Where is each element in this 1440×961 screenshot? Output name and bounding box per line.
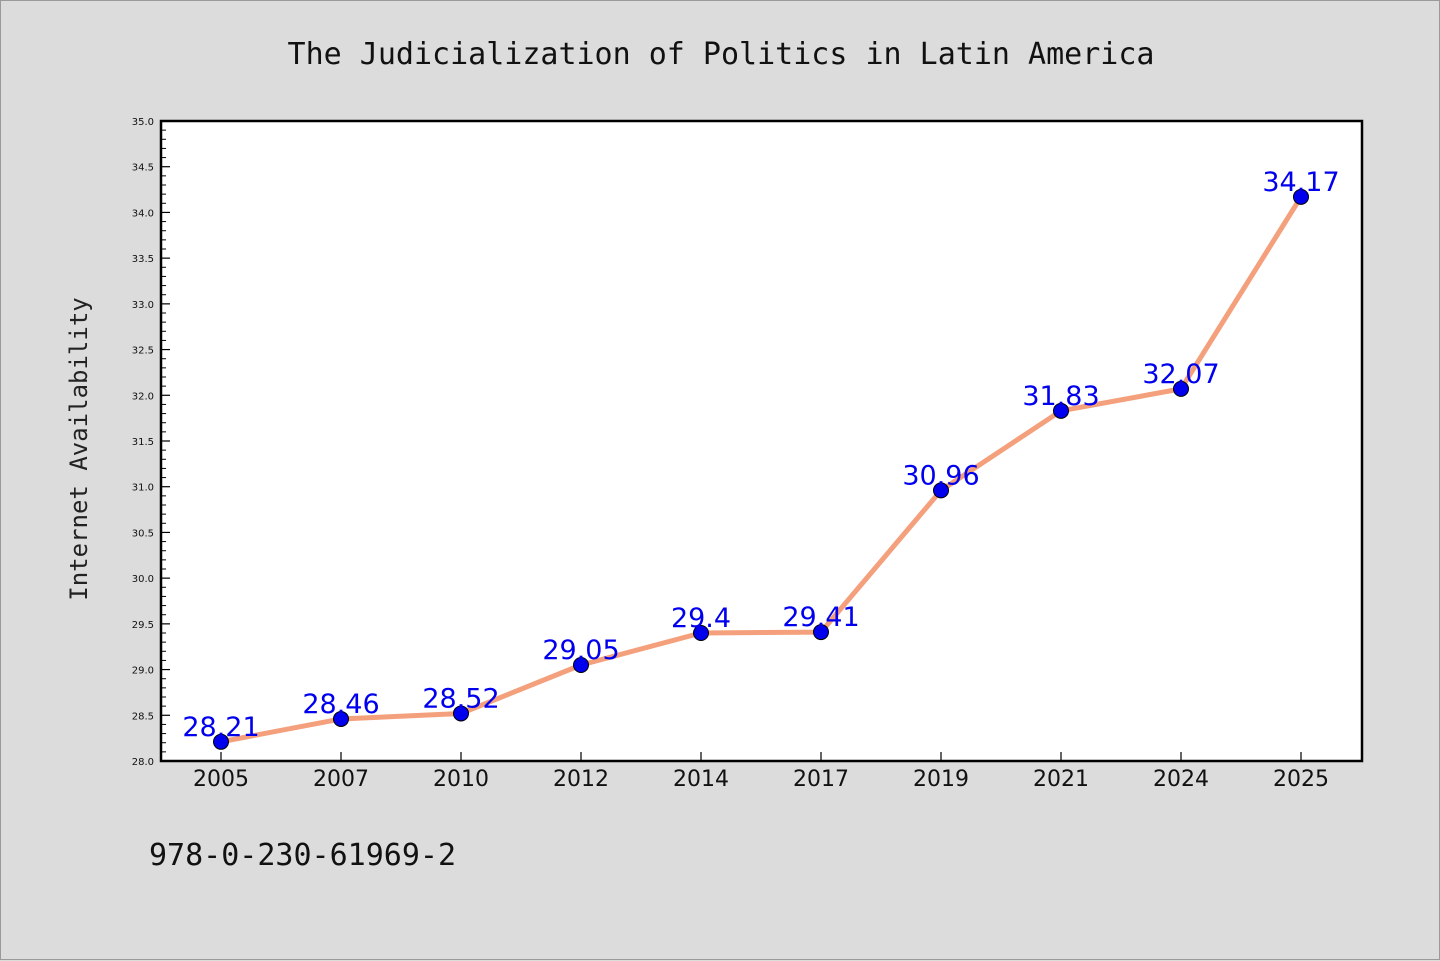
x-tick-label: 2014 [673, 767, 729, 792]
y-tick-label: 35.0 [132, 117, 154, 128]
y-tick-label: 34.0 [132, 208, 154, 219]
y-tick-label: 30.0 [132, 574, 154, 585]
data-label: 32.07 [1142, 359, 1219, 390]
data-point [693, 625, 709, 641]
footnote-text: 978-0-230-61969-2 [149, 838, 456, 873]
data-point [1173, 380, 1189, 397]
y-tick-label: 29.5 [132, 620, 154, 631]
data-point [1293, 188, 1309, 205]
data-label: 29.05 [542, 635, 619, 666]
y-tick-label: 33.5 [132, 254, 154, 265]
plot-area [161, 121, 1362, 761]
data-label: 34.17 [1262, 167, 1339, 198]
y-tick-label: 32.0 [132, 391, 154, 402]
x-tick-label: 2010 [433, 767, 489, 792]
y-axis-label: Internet Availability [65, 297, 93, 600]
data-label: 29.41 [782, 602, 859, 633]
chart-title: The Judicialization of Politics in Latin… [288, 37, 1155, 72]
data-point [573, 657, 589, 673]
x-tick-label: 2021 [1033, 767, 1089, 792]
data-labels: 28.21 28.46 28.52 29.05 29.4 29.41 30.96 31.83 3… [182, 167, 1339, 743]
series-line [218, 194, 1304, 745]
data-point [213, 733, 229, 750]
data-label: 28.52 [422, 683, 499, 714]
data-label: 31.83 [1022, 381, 1099, 412]
data-point [933, 482, 949, 499]
x-tick-label: 2019 [913, 767, 969, 792]
x-tick-label: 2005 [193, 767, 249, 792]
series-line-group [213, 188, 1309, 750]
x-tick-label: 2017 [793, 767, 849, 792]
x-tick-label: 2012 [553, 767, 609, 792]
x-axis: 2005 2007 2010 2012 2014 2017 2019 2021 2024 2025 [193, 752, 1329, 792]
y-tick-label: 28.5 [132, 711, 154, 722]
data-point [1053, 402, 1069, 419]
y-tick-label: 33.0 [132, 300, 154, 311]
y-axis: 28.0 28.5 29.0 29.5 30.0 30.5 31.0 31.5 32.0 32.5… [132, 117, 170, 768]
x-tick-label: 2025 [1273, 767, 1329, 792]
y-tick-label: 28.0 [132, 757, 154, 768]
y-tick-label: 31.0 [132, 483, 154, 494]
x-tick-label: 2024 [1153, 767, 1209, 792]
data-point [813, 624, 829, 641]
data-label: 30.96 [902, 460, 979, 491]
y-tick-label: 30.5 [132, 528, 154, 539]
data-point [453, 705, 469, 722]
data-label: 28.46 [302, 689, 379, 720]
y-tick-label: 29.0 [132, 666, 154, 677]
plot-frame [159, 119, 1364, 763]
data-point [333, 710, 349, 727]
y-tick-label: 32.5 [132, 346, 154, 357]
y-tick-label: 31.5 [132, 437, 154, 448]
data-label: 29.4 [671, 603, 731, 634]
data-label: 28.21 [182, 712, 259, 743]
x-tick-label: 2007 [313, 767, 369, 792]
y-tick-label: 34.5 [132, 163, 154, 174]
